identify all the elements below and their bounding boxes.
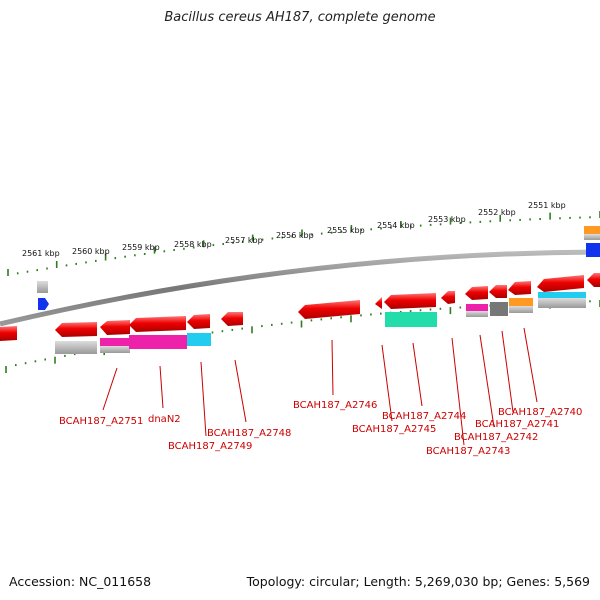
gray-annotation (100, 346, 130, 353)
cyan-annotation (187, 333, 211, 346)
gene-arrow (129, 316, 186, 332)
map-title: Bacillus cereus AH187, complete genome (164, 10, 436, 25)
gene-arrow-BCAH187_A2742 (489, 285, 507, 298)
leader-line (381, 344, 393, 422)
accession-text: Accession: NC_011658 (9, 574, 152, 589)
leader-line (159, 365, 164, 409)
label-leaders (102, 327, 538, 446)
gene-arrow-BCAH187_A2751 (55, 322, 97, 337)
gene-label: dnaN2 (148, 414, 181, 425)
kbp-label: 2558 kbp (174, 240, 212, 249)
kbp-label: 2556 kbp (276, 231, 314, 240)
gene-label: BCAH187_A2745 (352, 424, 436, 435)
gene-label: BCAH187_A2744 (382, 411, 466, 422)
gene-arrow-BCAH187_A2741 (508, 281, 531, 295)
gene-arrow-BCAH187_A2744 (441, 291, 455, 304)
gray-feature (37, 281, 48, 293)
kbp-label: 2552 kbp (478, 208, 516, 217)
orange-annotation (509, 298, 533, 306)
kbp-label: 2554 kbp (377, 221, 415, 230)
gene-label: BCAH187_A2749 (168, 441, 252, 452)
gene-arrow (375, 297, 382, 309)
gene-arrow-BCAH187_A2743 (465, 286, 488, 300)
leader-line (412, 342, 423, 407)
leader-line (523, 327, 538, 403)
orange-feature (584, 226, 600, 234)
magenta-annotation (129, 335, 187, 349)
kbp-label: 2555 kbp (327, 226, 365, 235)
kbp-scale: 2561 kbp 2560 kbp 2559 kbp 2558 kbp 2557… (22, 201, 566, 258)
magenta-annotation (100, 338, 130, 346)
gene-labels: BCAH187_A2751 dnaN2 BCAH187_A2749 BCAH18… (59, 400, 582, 457)
kbp-label: 2553 kbp (428, 215, 466, 224)
gene-arrow-BCAH187_A2745 (384, 293, 436, 309)
leader-line (451, 337, 465, 446)
gray-annotation (55, 341, 97, 354)
kbp-label: 2561 kbp (22, 249, 60, 258)
leader-line (479, 334, 495, 428)
dark-gray-annotation (490, 302, 508, 316)
gene-arrow (587, 273, 600, 287)
kbp-label: 2551 kbp (528, 201, 566, 210)
gene-label: BCAH187_A2740 (498, 407, 582, 418)
leader-line (102, 367, 118, 411)
kbp-label: 2559 kbp (122, 243, 160, 252)
gene-arrow-BCAH187_A2740 (537, 275, 584, 292)
blue-feature (38, 298, 49, 310)
gene-label: BCAH187_A2746 (293, 400, 377, 411)
gray-annotation (509, 306, 533, 313)
teal-annotation (385, 312, 437, 327)
gene-label: BCAH187_A2748 (207, 428, 291, 439)
reverse-strand-features (0, 273, 600, 354)
magenta-annotation (466, 304, 488, 311)
forward-strand-features (37, 226, 600, 310)
kbp-label: 2560 kbp (72, 247, 110, 256)
leader-line (234, 359, 247, 423)
gene-arrow (0, 326, 17, 341)
leader-line (331, 339, 334, 396)
gene-label: BCAH187_A2743 (426, 446, 510, 457)
gene-arrow-BCAH187_A2746 (298, 300, 360, 319)
outer-tick-ring (7, 211, 600, 276)
gene-arrow-dnaN2 (100, 320, 130, 335)
cyan-annotation (538, 292, 586, 298)
gene-label: BCAH187_A2751 (59, 416, 143, 427)
genome-backbone (0, 249, 600, 327)
gray-feature (584, 234, 600, 240)
genome-summary-text: Topology: circular; Length: 5,269,030 bp… (246, 574, 590, 589)
kbp-label: 2557 kbp (225, 236, 263, 245)
gene-arrow-BCAH187_A2749 (187, 314, 210, 329)
gene-arrow-BCAH187_A2748 (221, 312, 243, 326)
gene-label: BCAH187_A2741 (475, 419, 559, 430)
gray-annotation (466, 311, 488, 317)
leader-line (200, 361, 207, 437)
gene-label: BCAH187_A2742 (454, 432, 538, 443)
blue-feature (586, 243, 600, 257)
gray-annotation (538, 298, 586, 308)
leader-line (501, 330, 514, 413)
